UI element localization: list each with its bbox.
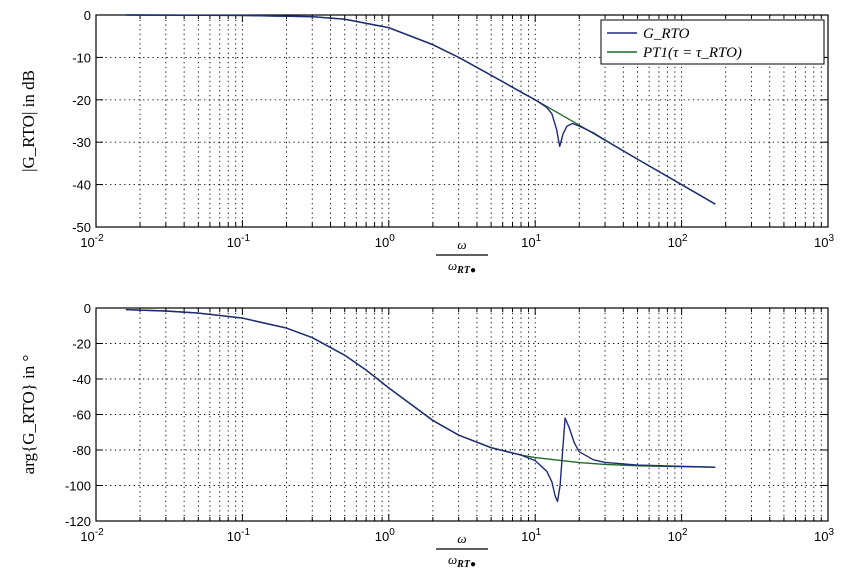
x-tick-label: 101 [521,233,541,250]
y-tick-label: -40 [72,178,91,193]
y-tick-label: -20 [72,93,91,108]
legend-label: PT1(τ = τ_RTO) [642,45,742,61]
x-axis-label-denominator: ωRT● [448,258,476,276]
series-line-1 [125,308,716,468]
plot-frame [95,307,829,522]
y-tick-label: -50 [72,220,91,235]
plot-frame [95,14,829,228]
y-axis-label: arg{G_RTO} in ° [19,355,38,475]
x-tick-label: 10-1 [227,233,251,250]
x-tick-label: 10-2 [80,527,104,544]
x-tick-label: 100 [375,527,395,544]
y-tick-label: 0 [84,301,91,316]
y-tick-label: -80 [72,443,91,458]
x-tick-label: 10-1 [227,527,251,544]
x-tick-label: 100 [375,233,395,250]
x-tick-label: 10-2 [80,233,104,250]
y-tick-label: -60 [72,408,91,423]
y-axis-label: |G_RTO| in dB [19,70,38,172]
y-tick-label: -10 [72,50,91,65]
legend-label: G_RTO [643,26,690,42]
y-tick-label: -100 [65,479,91,494]
x-tick-label: 103 [814,527,834,544]
y-tick-label: -120 [65,514,91,529]
y-tick-label: -20 [72,337,91,352]
y-tick-label: -40 [72,372,91,387]
series-line-0 [125,308,716,503]
x-axis-label-numerator: ω [457,531,466,546]
x-tick-label: 102 [668,527,688,544]
x-tick-label: 101 [521,527,541,544]
y-tick-label: 0 [84,8,91,23]
series-line-0 [125,14,716,205]
x-tick-label: 103 [814,233,834,250]
x-tick-label: 102 [668,233,688,250]
x-axis-label-numerator: ω [457,237,466,252]
legend-box [600,19,825,65]
y-tick-label: -30 [72,135,91,150]
x-axis-label-denominator: ωRT● [448,552,476,570]
